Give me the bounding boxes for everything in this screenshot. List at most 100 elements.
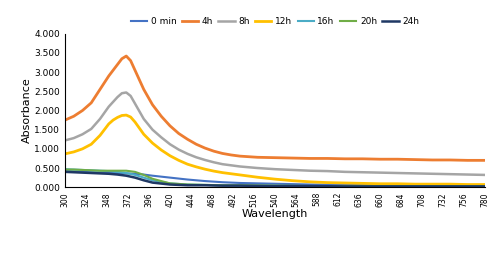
20h [412,185,418,188]
0 min [106,171,112,174]
4h [211,150,217,153]
4h [447,158,453,161]
8h [193,156,199,159]
20h [123,169,129,172]
24h [71,171,77,174]
24h [88,171,94,174]
20h [482,185,488,188]
20h [220,184,226,187]
4h [220,152,226,155]
20h [80,168,86,172]
12h [106,122,112,126]
4h [307,157,313,160]
16h [132,173,138,177]
20h [132,170,138,173]
24h [123,174,129,177]
0 min [447,184,453,187]
0 min [97,171,103,174]
8h [119,92,125,95]
4h [141,88,147,91]
24h [272,185,278,188]
20h [447,185,453,188]
8h [272,168,278,171]
8h [377,171,383,174]
4h [324,157,330,160]
8h [123,91,129,94]
12h [307,180,313,183]
8h [97,117,103,120]
12h [464,183,470,186]
12h [62,152,68,155]
8h [430,172,436,175]
12h [176,159,182,162]
4h [167,124,173,127]
4h [237,155,243,158]
20h [106,169,112,172]
0 min [237,181,243,185]
16h [482,185,488,188]
4h [88,101,94,104]
20h [141,173,147,177]
4h [132,69,138,72]
8h [158,136,164,139]
12h [184,163,190,166]
8h [412,172,418,175]
0 min [184,178,190,181]
24h [106,172,112,175]
0 min [412,184,418,187]
0 min [62,170,68,173]
8h [167,143,173,146]
16h [97,169,103,172]
24h [141,179,147,182]
8h [254,166,260,170]
4h [150,103,156,106]
8h [464,173,470,176]
8h [106,105,112,108]
8h [62,139,68,142]
8h [394,171,400,174]
12h [132,120,138,124]
12h [430,183,436,186]
12h [377,182,383,185]
24h [237,184,243,187]
0 min [80,170,86,173]
4h [71,115,77,118]
0 min [377,184,383,187]
20h [377,185,383,188]
16h [88,169,94,172]
0 min [150,174,156,177]
16h [106,170,112,173]
4h [158,115,164,118]
16h [71,168,77,171]
12h [114,116,120,119]
8h [220,163,226,166]
0 min [482,185,488,188]
Line: 12h: 12h [65,115,485,185]
12h [150,141,156,145]
12h [237,173,243,177]
24h [307,185,313,188]
Line: 24h: 24h [65,172,485,186]
Line: 20h: 20h [65,170,485,186]
20h [202,183,208,186]
0 min [141,173,147,176]
4h [176,132,182,135]
8h [360,171,366,174]
16h [202,183,208,186]
24h [97,172,103,175]
0 min [342,183,348,186]
0 min [167,176,173,179]
8h [482,173,488,177]
4h [464,159,470,162]
24h [202,184,208,187]
12h [272,178,278,181]
16h [220,184,226,187]
16h [272,184,278,187]
20h [307,185,313,188]
4h [254,156,260,159]
4h [342,157,348,160]
8h [128,94,134,98]
4h [184,138,190,141]
12h [88,143,94,146]
12h [290,179,296,182]
